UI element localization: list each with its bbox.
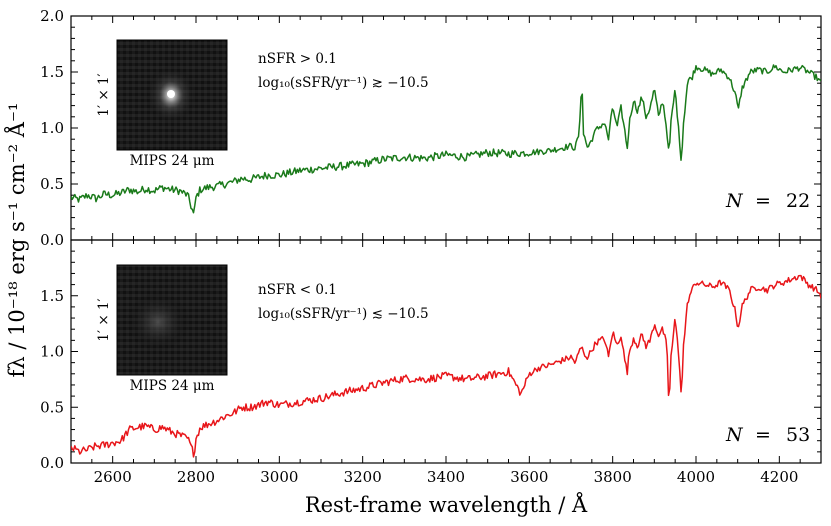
y-tick-label: 0.5 xyxy=(40,175,64,193)
criteria-line-1-bottom: nSFR < 0.1 xyxy=(258,282,337,298)
criteria-line-2-top: log₁₀(sSFR/yr⁻¹) ≳ −10.5 xyxy=(258,75,429,91)
mips-source-glow-bottom xyxy=(126,292,190,352)
mips-inset-top: 1′ × 1′ MIPS 24 μm xyxy=(96,39,228,169)
n-equals-bottom: = xyxy=(755,424,771,446)
x-tick-label: 3600 xyxy=(510,468,548,486)
mips-inset-bottom: 1′ × 1′ MIPS 24 μm xyxy=(96,264,228,394)
inset-caption-top: MIPS 24 μm xyxy=(130,153,215,169)
panel-bottom-yticklabels: 0.0 0.5 1.0 1.5 xyxy=(40,287,64,472)
x-tick-label: 4000 xyxy=(677,468,715,486)
n-label-bottom: N xyxy=(725,424,744,446)
x-tick-label: 3800 xyxy=(594,468,632,486)
x-axis-title: Rest-frame wavelength / Å xyxy=(305,492,588,517)
panel-bottom-ticks xyxy=(70,239,822,464)
panel-top-ticks xyxy=(70,15,822,241)
y-axis-title: fλ / 10⁻¹⁸ erg s⁻¹ cm⁻² Å⁻¹ xyxy=(4,103,29,378)
n-equals-top: = xyxy=(755,190,771,212)
spectrum-line-bottom xyxy=(71,274,821,458)
x-tick-label: 2800 xyxy=(177,468,215,486)
x-tick-label: 3000 xyxy=(260,468,298,486)
y-tick-label: 0.0 xyxy=(40,231,64,249)
inset-side-label-bottom: 1′ × 1′ xyxy=(96,298,112,341)
y-tick-label: 1.5 xyxy=(40,63,64,81)
y-tick-label: 2.0 xyxy=(40,7,64,25)
inset-side-label-top: 1′ × 1′ xyxy=(96,73,112,116)
x-tick-label: 2600 xyxy=(94,468,132,486)
y-tick-label: 1.5 xyxy=(40,287,64,305)
x-tick-label: 3400 xyxy=(427,468,465,486)
y-tick-label: 0.0 xyxy=(40,454,64,472)
panel-top-yticklabels: 0.0 0.5 1.0 1.5 2.0 xyxy=(40,7,64,249)
y-tick-label: 1.0 xyxy=(40,343,64,361)
n-value-bottom: 53 xyxy=(786,424,810,446)
panel-bottom: 0.0 0.5 1.0 1.5 1′ × 1′ MIPS 24 μm nSFR < 0… xyxy=(40,239,822,472)
spectrum-line-top xyxy=(71,64,821,214)
n-value-top: 22 xyxy=(786,190,810,212)
mips-source-core-top xyxy=(167,90,175,98)
x-tick-label: 3200 xyxy=(344,468,382,486)
x-tick-label: 4200 xyxy=(760,468,798,486)
panel-top: 0.0 0.5 1.0 1.5 2.0 1′ × 1′ MIPS 24 μm nSFR … xyxy=(40,7,822,249)
inset-caption-bottom: MIPS 24 μm xyxy=(130,378,215,394)
y-tick-label: 0.5 xyxy=(40,398,64,416)
y-tick-label: 1.0 xyxy=(40,119,64,137)
x-tick-labels: 2600 2800 3000 3200 3400 3600 3800 4000 4200 xyxy=(94,468,799,486)
n-label-top: N xyxy=(725,190,744,212)
criteria-line-1-top: nSFR > 0.1 xyxy=(258,51,337,67)
criteria-line-2-bottom: log₁₀(sSFR/yr⁻¹) ≲ −10.5 xyxy=(258,306,429,322)
